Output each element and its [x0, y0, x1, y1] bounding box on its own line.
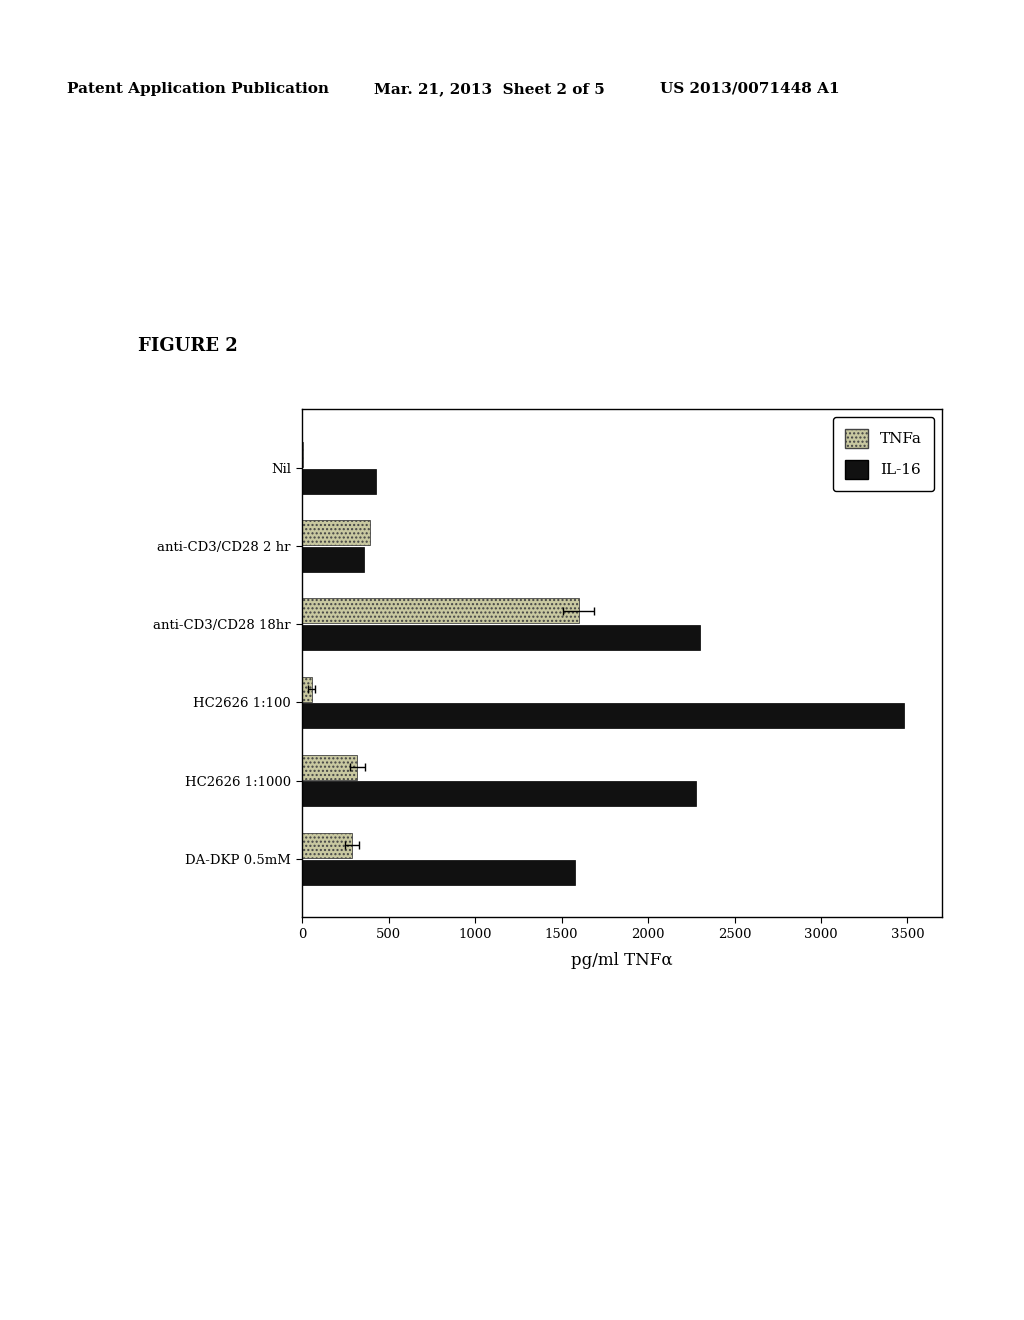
Bar: [302, 624, 700, 649]
Text: Patent Application Publication: Patent Application Publication: [67, 82, 329, 96]
Bar: [302, 755, 357, 780]
Bar: [302, 677, 311, 702]
Text: Mar. 21, 2013  Sheet 2 of 5: Mar. 21, 2013 Sheet 2 of 5: [374, 82, 604, 96]
Bar: [302, 859, 575, 884]
Bar: [302, 469, 377, 494]
Bar: [302, 598, 579, 623]
X-axis label: pg/ml TNFα: pg/ml TNFα: [571, 952, 673, 969]
Bar: [302, 520, 370, 545]
Legend: TNFa, IL-16: TNFa, IL-16: [833, 417, 935, 491]
Bar: [302, 781, 696, 807]
Bar: [302, 704, 904, 729]
Bar: [302, 546, 365, 572]
Text: US 2013/0071448 A1: US 2013/0071448 A1: [660, 82, 840, 96]
Text: FIGURE 2: FIGURE 2: [138, 337, 238, 355]
Bar: [302, 833, 352, 858]
